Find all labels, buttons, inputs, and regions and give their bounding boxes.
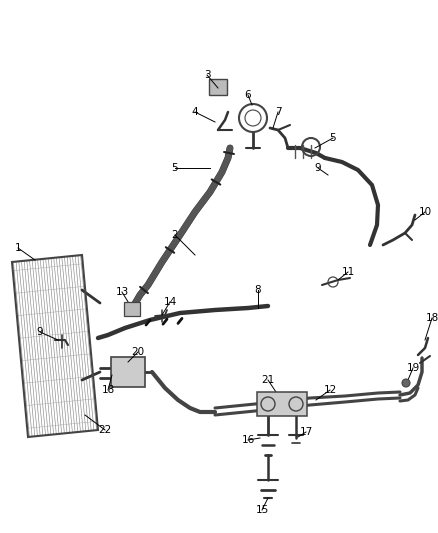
Circle shape [402,379,410,387]
Text: 13: 13 [115,287,129,297]
Text: 18: 18 [101,385,115,395]
Text: 8: 8 [254,285,261,295]
Text: 21: 21 [261,375,275,385]
Text: 3: 3 [204,70,210,80]
Text: 17: 17 [300,427,313,437]
Text: 15: 15 [255,505,268,515]
Text: 10: 10 [418,207,431,217]
FancyBboxPatch shape [209,79,227,95]
FancyBboxPatch shape [257,392,307,416]
Text: 19: 19 [406,363,420,373]
Text: 5: 5 [330,133,336,143]
Text: 12: 12 [323,385,337,395]
Text: 22: 22 [99,425,112,435]
Text: 6: 6 [245,90,251,100]
Text: 4: 4 [192,107,198,117]
Text: 18: 18 [425,313,438,323]
Text: 11: 11 [341,267,355,277]
Text: 20: 20 [131,347,145,357]
FancyBboxPatch shape [111,357,145,387]
Text: 9: 9 [314,163,321,173]
Text: 16: 16 [241,435,254,445]
Text: 7: 7 [275,107,281,117]
Text: 9: 9 [37,327,43,337]
Text: 2: 2 [172,230,178,240]
Text: 1: 1 [15,243,21,253]
FancyBboxPatch shape [124,302,140,316]
Text: 5: 5 [172,163,178,173]
Text: 14: 14 [163,297,177,307]
